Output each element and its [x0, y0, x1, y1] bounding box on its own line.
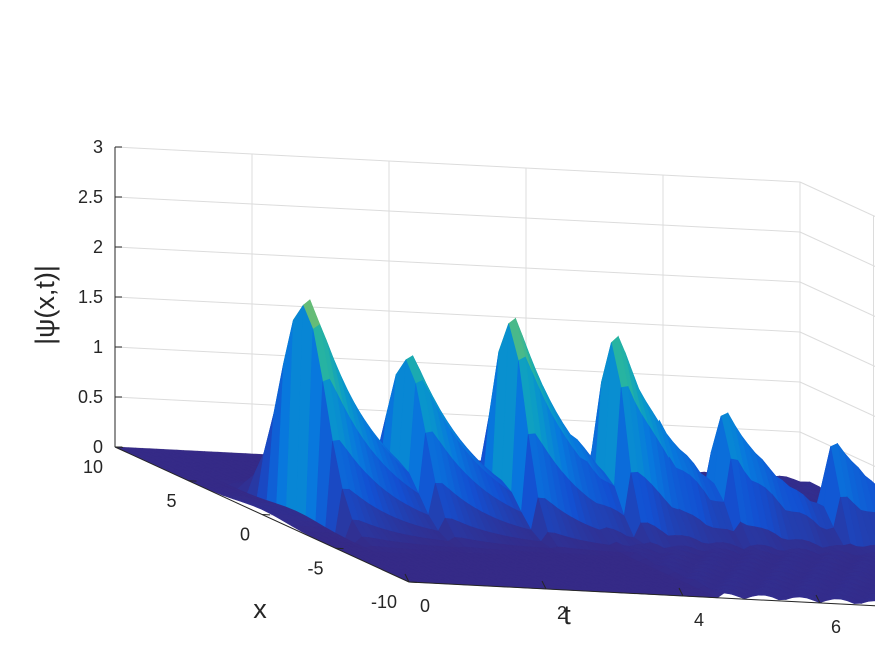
grid-line: [114, 296, 801, 333]
grid-line: [799, 181, 875, 217]
t-tick-label: 6: [831, 617, 841, 637]
t-tick-mark: [404, 573, 410, 583]
t-tick-label: 0: [420, 596, 430, 616]
x-tick-label: 0: [240, 525, 250, 545]
surface-patch: [868, 593, 875, 597]
x-axis-label: x: [253, 594, 267, 624]
grid-line: [799, 381, 875, 417]
z-tick-label: 2.5: [78, 187, 103, 207]
grid-line: [114, 396, 801, 433]
surface: [114, 299, 875, 604]
t-tick-label: 4: [694, 610, 704, 630]
grid-line: [114, 146, 801, 183]
grid-line: [799, 331, 875, 367]
surface-patch: [869, 587, 875, 590]
axis-line: [408, 581, 875, 607]
x-tick-label: -10: [371, 592, 397, 612]
grid-line: [114, 246, 801, 283]
x-tick-label: 10: [83, 457, 103, 477]
grid-line: [114, 196, 801, 233]
t-tick-mark: [541, 580, 547, 590]
surface-patch: [872, 560, 875, 564]
z-tick-label: 0.5: [78, 387, 103, 407]
grid-line: [799, 431, 875, 467]
t-tick-mark: [815, 594, 821, 604]
z-tick-label: 1: [93, 337, 103, 357]
t-tick-mark: [678, 587, 684, 597]
grid-line: [114, 346, 801, 383]
z-tick-label: 2: [93, 237, 103, 257]
z-tick-label: 3: [93, 137, 103, 157]
t-tick-label: 2: [557, 603, 567, 623]
z-axis-label: |ψ(x,t)|: [30, 265, 60, 345]
x-tick-label: -5: [307, 558, 323, 578]
z-tick-label: 1.5: [78, 287, 103, 307]
x-tick-label: 5: [166, 491, 176, 511]
grid-line: [799, 281, 875, 317]
z-tick-label: 0: [93, 437, 103, 457]
t-axis-label: t: [563, 600, 571, 630]
grid-line: [799, 231, 875, 267]
